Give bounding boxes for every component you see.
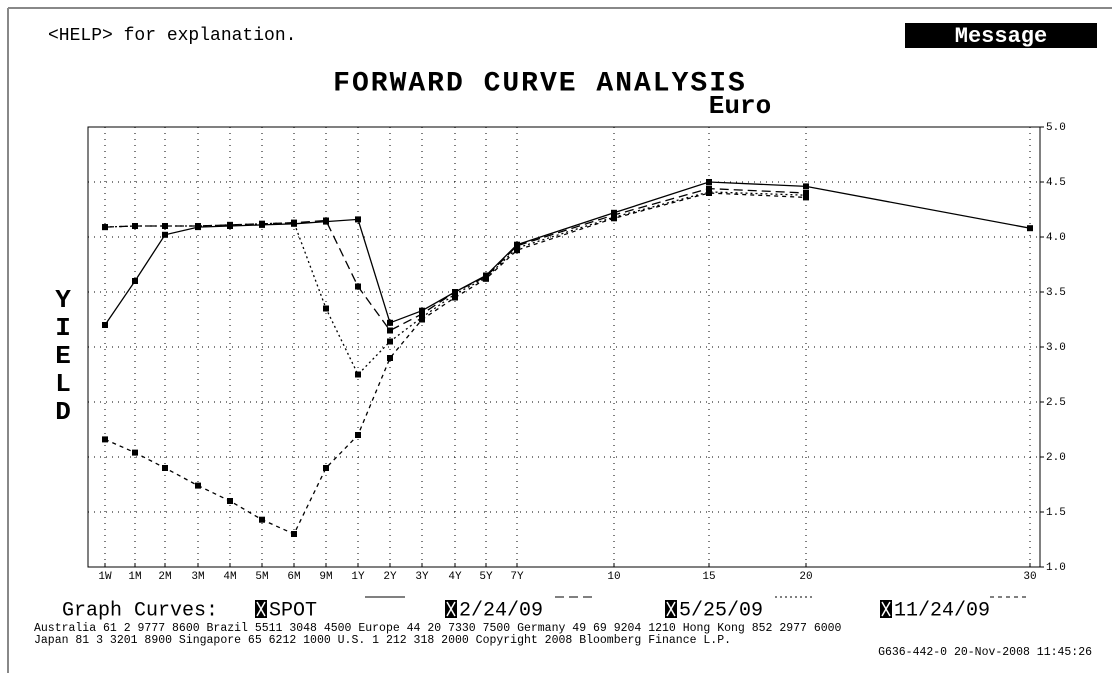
- y-tick-label: 3.0: [1046, 342, 1066, 354]
- legend-label: 11/24/09: [894, 599, 990, 622]
- point-marker: [227, 221, 233, 228]
- x-tick-label: 3Y: [415, 571, 429, 583]
- point-marker: [162, 223, 168, 229]
- x-tick-label: 3M: [191, 571, 204, 583]
- point-marker: [259, 220, 265, 227]
- point-marker: [706, 190, 712, 196]
- legend-check: [881, 601, 891, 617]
- legend-check: [256, 601, 266, 617]
- point-marker: [162, 231, 168, 238]
- legend-label: 2/24/09: [459, 599, 543, 622]
- point-marker: [102, 436, 108, 443]
- point-marker: [611, 215, 617, 222]
- y-tick-label: 1.0: [1046, 562, 1066, 574]
- x-tick-label: 15: [702, 571, 715, 583]
- point-marker: [195, 223, 201, 229]
- x-tick-label: 2M: [158, 571, 171, 583]
- x-tick-label: 4Y: [448, 571, 462, 583]
- y-tick-label: 2.0: [1046, 452, 1066, 464]
- point-marker: [419, 316, 425, 323]
- point-marker: [323, 217, 329, 224]
- point-marker: [259, 516, 265, 523]
- chart-subtitle: Euro: [709, 91, 771, 121]
- point-marker: [291, 531, 297, 537]
- x-tick-label: 4M: [223, 571, 236, 583]
- legend-check: [666, 601, 676, 617]
- point-marker: [355, 371, 361, 378]
- point-marker: [387, 327, 393, 334]
- point-marker: [706, 185, 712, 192]
- footer-line: Japan 81 3 3201 8900 Singapore 65 6212 1…: [34, 634, 731, 647]
- point-marker: [132, 449, 138, 456]
- point-marker: [514, 247, 520, 254]
- x-tick-label: 10: [607, 571, 620, 583]
- point-marker: [803, 183, 809, 190]
- legend-label: 5/25/09: [679, 599, 763, 622]
- point-marker: [162, 465, 168, 471]
- footer-line: G636-442-0 20-Nov-2008 11:45:26: [878, 646, 1092, 659]
- y-tick-label: 4.5: [1046, 177, 1066, 189]
- point-marker: [387, 355, 393, 361]
- legend-check: [446, 601, 456, 617]
- point-marker: [323, 305, 329, 312]
- point-marker: [132, 278, 138, 284]
- point-marker: [419, 307, 425, 314]
- point-marker: [706, 179, 712, 185]
- x-tick-label: 30: [1023, 571, 1036, 583]
- legend-title: Graph Curves:: [62, 599, 218, 622]
- point-marker: [323, 465, 329, 471]
- footer-line: Australia 61 2 9777 8600 Brazil 5511 304…: [34, 622, 842, 635]
- point-marker: [419, 311, 425, 317]
- y-axis-label: YIELD: [48, 285, 78, 425]
- y-tick-label: 5.0: [1046, 122, 1066, 134]
- point-marker: [132, 223, 138, 229]
- point-marker: [387, 319, 393, 326]
- point-marker: [387, 338, 393, 345]
- y-tick-label: 4.0: [1046, 232, 1066, 244]
- curve-line: [104, 181, 1031, 326]
- point-marker: [355, 283, 361, 290]
- x-tick-label: 5M: [255, 571, 268, 583]
- help-text: <HELP> for explanation.: [48, 26, 296, 46]
- x-tick-label: 5Y: [479, 571, 493, 583]
- point-marker: [483, 275, 489, 282]
- x-tick-label: 9M: [319, 571, 332, 583]
- point-marker: [803, 194, 809, 201]
- point-marker: [355, 216, 361, 223]
- y-tick-label: 1.5: [1046, 507, 1066, 519]
- y-tick-label: 3.5: [1046, 287, 1066, 299]
- x-tick-label: 1Y: [351, 571, 365, 583]
- x-tick-label: 7Y: [510, 571, 524, 583]
- point-marker: [452, 294, 458, 301]
- point-marker: [355, 432, 361, 438]
- chart-title: FORWARD CURVE ANALYSIS: [333, 68, 747, 99]
- legend-label: SPOT: [269, 599, 317, 622]
- point-marker: [291, 219, 297, 226]
- message-box[interactable]: [905, 23, 1097, 48]
- y-tick-label: 2.5: [1046, 397, 1066, 409]
- x-tick-label: 2Y: [383, 571, 397, 583]
- point-marker: [102, 224, 108, 231]
- point-marker: [102, 322, 108, 328]
- curve-line: [104, 192, 807, 535]
- x-tick-label: 20: [799, 571, 812, 583]
- x-tick-label: 1M: [128, 571, 141, 583]
- x-tick-label: 1W: [98, 571, 112, 583]
- x-tick-label: 6M: [287, 571, 300, 583]
- point-marker: [452, 291, 458, 298]
- point-marker: [195, 482, 201, 489]
- point-marker: [227, 498, 233, 504]
- message-label[interactable]: Message: [955, 24, 1047, 49]
- point-marker: [1027, 225, 1033, 232]
